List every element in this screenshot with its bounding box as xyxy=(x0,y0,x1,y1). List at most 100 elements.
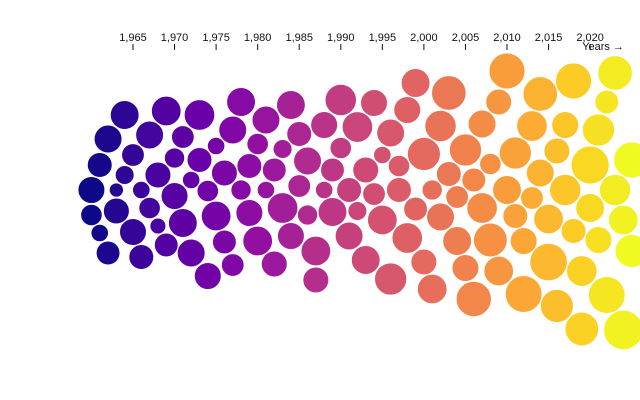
point xyxy=(193,261,222,291)
point xyxy=(334,221,364,251)
point xyxy=(614,233,640,269)
point xyxy=(235,198,264,228)
point xyxy=(206,136,226,156)
point xyxy=(359,88,389,118)
point xyxy=(167,207,199,239)
point xyxy=(181,170,201,190)
x-tick-label: 1,980 xyxy=(244,32,272,44)
point xyxy=(584,225,613,255)
point xyxy=(529,242,569,282)
x-axis-label: Years → xyxy=(582,41,624,53)
point xyxy=(416,273,448,305)
point xyxy=(186,146,213,174)
point xyxy=(246,132,270,156)
point xyxy=(402,196,429,222)
x-tick-label: 2,020 xyxy=(576,32,604,44)
point xyxy=(108,182,125,198)
point xyxy=(335,176,363,204)
point xyxy=(150,95,182,127)
point xyxy=(109,99,140,131)
point xyxy=(266,191,299,225)
point xyxy=(375,118,406,148)
point xyxy=(286,120,313,148)
point xyxy=(183,98,216,132)
point xyxy=(393,95,422,125)
point xyxy=(275,89,307,121)
point xyxy=(120,142,146,168)
point xyxy=(302,266,330,294)
point xyxy=(211,229,238,255)
point xyxy=(581,113,616,147)
point xyxy=(430,74,467,112)
point xyxy=(260,250,288,278)
point xyxy=(488,52,526,90)
point xyxy=(570,145,610,185)
point xyxy=(425,202,456,232)
point xyxy=(149,217,167,235)
point xyxy=(287,173,312,199)
point xyxy=(391,221,424,255)
x-tick-label: 1,965 xyxy=(119,32,147,44)
point xyxy=(341,110,374,144)
point xyxy=(525,158,555,188)
point xyxy=(242,225,274,257)
point xyxy=(441,225,473,257)
x-tick-label: 2,000 xyxy=(410,32,438,44)
point xyxy=(176,238,206,268)
point xyxy=(519,185,545,211)
point xyxy=(385,176,413,204)
point xyxy=(467,109,497,139)
point xyxy=(329,136,353,160)
point xyxy=(478,152,502,176)
point xyxy=(455,280,493,318)
x-tick-label: 1,975 xyxy=(202,32,230,44)
point xyxy=(491,174,523,206)
point xyxy=(587,275,626,315)
point xyxy=(272,138,293,160)
point xyxy=(319,157,346,183)
point xyxy=(86,151,113,179)
point xyxy=(373,262,408,296)
point xyxy=(574,192,606,224)
point xyxy=(435,160,463,188)
point xyxy=(515,109,548,143)
point xyxy=(163,147,186,169)
point xyxy=(138,196,162,220)
point xyxy=(598,173,632,207)
point xyxy=(200,200,232,232)
point xyxy=(131,180,151,200)
point xyxy=(522,75,559,113)
point xyxy=(484,88,513,116)
point xyxy=(118,217,148,247)
point xyxy=(472,222,509,258)
point xyxy=(366,204,398,236)
point xyxy=(134,120,165,150)
point xyxy=(594,89,620,115)
point xyxy=(160,181,189,211)
point xyxy=(170,124,195,150)
point xyxy=(236,152,263,180)
point xyxy=(256,180,276,200)
point xyxy=(153,232,179,258)
x-tick-label: 2,015 xyxy=(535,32,563,44)
point xyxy=(261,157,287,183)
point xyxy=(532,203,565,235)
point xyxy=(424,109,457,143)
point xyxy=(347,200,368,222)
point xyxy=(317,196,348,228)
point xyxy=(218,115,248,145)
point xyxy=(114,164,135,186)
x-tick-label: 2,010 xyxy=(493,32,521,44)
point xyxy=(95,240,121,266)
point xyxy=(144,161,172,189)
point xyxy=(400,67,431,99)
point xyxy=(251,105,281,135)
point xyxy=(564,311,600,347)
point xyxy=(309,110,339,140)
point xyxy=(550,110,580,140)
point xyxy=(230,179,252,201)
point xyxy=(451,253,480,283)
point xyxy=(565,254,598,288)
points xyxy=(77,52,640,351)
point xyxy=(324,83,358,117)
